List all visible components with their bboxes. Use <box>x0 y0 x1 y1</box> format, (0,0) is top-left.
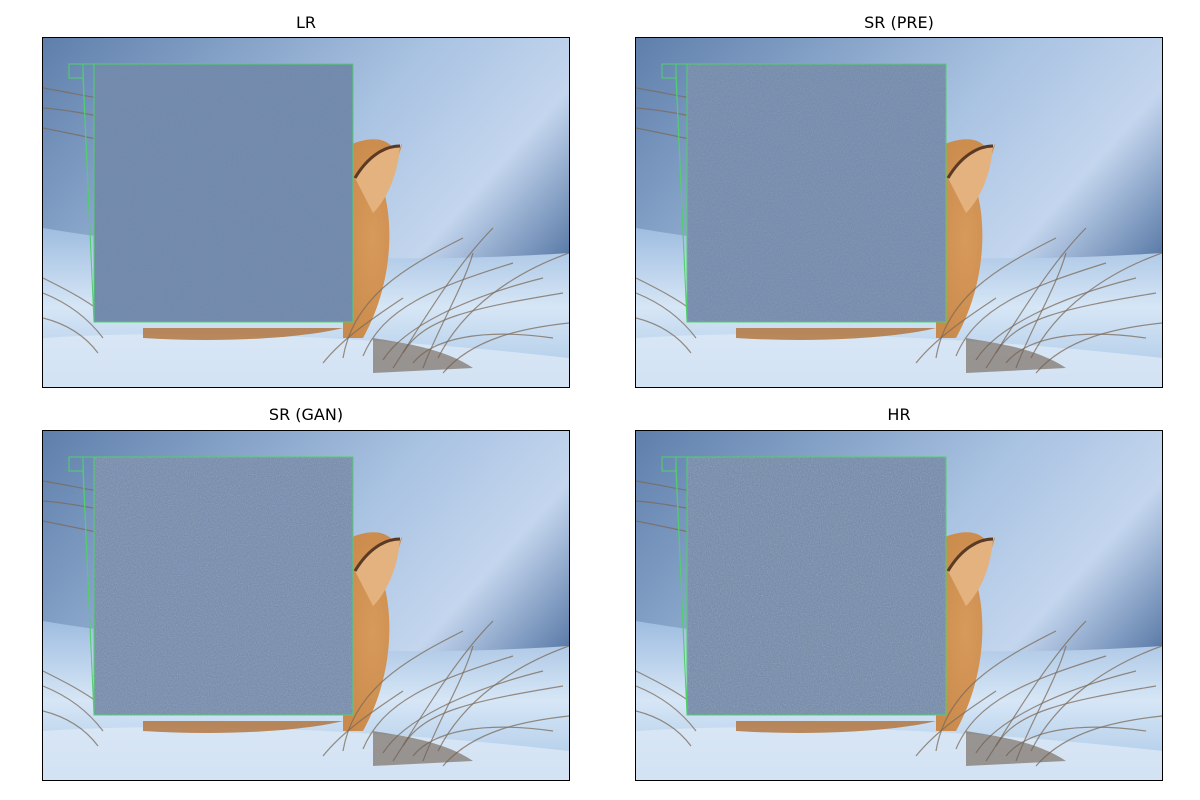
image-panel-hr <box>635 430 1163 781</box>
photo-sr-gan <box>43 431 569 780</box>
panel-title-hr: HR <box>887 405 911 424</box>
photo-hr <box>636 431 1162 780</box>
image-panel-sr-gan <box>42 430 570 781</box>
photo-sr-pre <box>636 38 1162 387</box>
image-panel-lr <box>42 37 570 388</box>
panel-title-sr-gan: SR (GAN) <box>268 405 344 424</box>
photo-lr <box>43 38 569 387</box>
panel-title-lr: LR <box>295 13 317 32</box>
panel-title-sr-pre: SR (PRE) <box>864 13 934 32</box>
image-panel-sr-pre <box>635 37 1163 388</box>
